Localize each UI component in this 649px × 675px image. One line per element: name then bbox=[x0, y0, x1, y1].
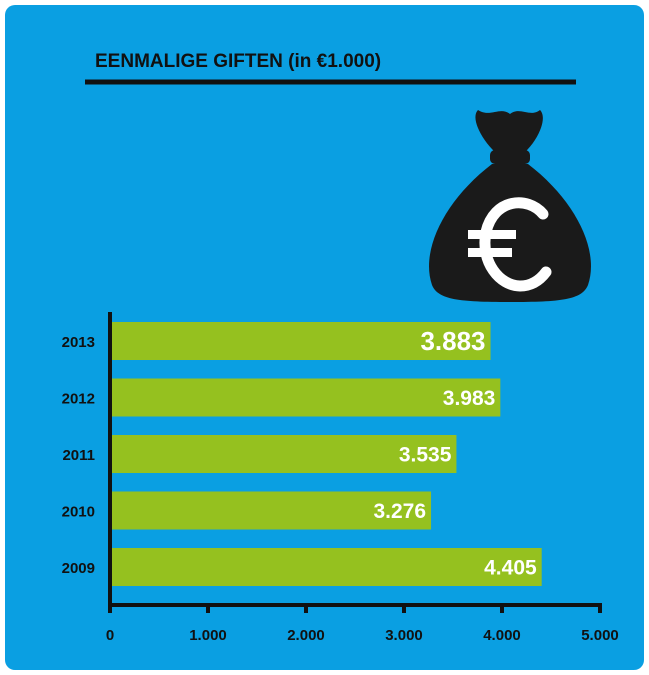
bar bbox=[110, 548, 542, 586]
bar bbox=[110, 491, 432, 530]
x-tick-label: 1.000 bbox=[189, 627, 227, 644]
bar bbox=[110, 378, 501, 417]
x-tick-label: 3.000 bbox=[385, 627, 423, 644]
x-tick-label: 0 bbox=[106, 627, 114, 644]
x-tick-label: 2.000 bbox=[287, 627, 325, 644]
value-label: 3.276 bbox=[373, 500, 426, 523]
y-tick-label: 2010 bbox=[62, 503, 95, 520]
y-tick-label: 2013 bbox=[62, 334, 95, 351]
bar bbox=[110, 435, 457, 473]
value-label: 3.883 bbox=[420, 326, 485, 356]
chart-title: EENMALIGE GIFTEN (in €1.000) bbox=[95, 51, 381, 72]
value-label: 3.983 bbox=[443, 387, 496, 410]
bar bbox=[110, 322, 491, 360]
y-tick-label: 2011 bbox=[62, 447, 95, 464]
value-label: 3.535 bbox=[399, 444, 452, 467]
x-tick-label: 4.000 bbox=[483, 627, 521, 644]
value-label: 4.405 bbox=[484, 557, 537, 580]
money-bag-icon bbox=[429, 110, 591, 302]
y-tick-label: 2012 bbox=[62, 390, 95, 407]
x-tick-label: 5.000 bbox=[581, 627, 619, 644]
y-tick-label: 2009 bbox=[62, 560, 95, 577]
